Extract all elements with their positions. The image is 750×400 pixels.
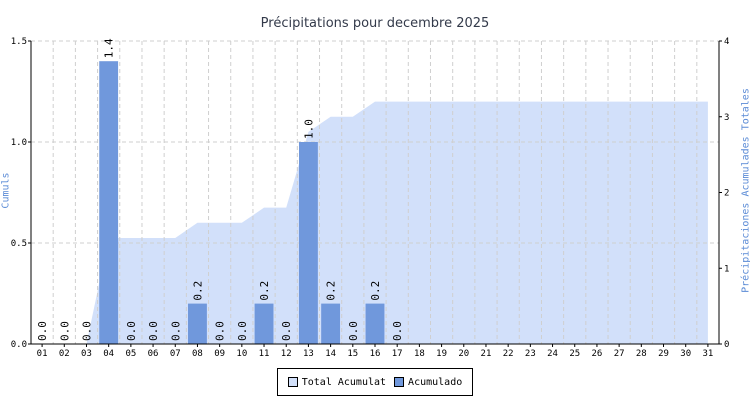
x-tick-label-22: 22 <box>503 349 514 359</box>
bar-label-08: 0.2 <box>191 281 204 301</box>
bar-label-12: 0.0 <box>280 321 293 341</box>
bar-label-15: 0.0 <box>347 321 360 341</box>
legend-item-acumulado: Acumulado <box>394 377 462 388</box>
bar-04 <box>99 61 119 344</box>
x-tick-label-05: 05 <box>125 349 136 359</box>
x-tick-label-18: 18 <box>414 349 425 359</box>
x-tick-label-23: 23 <box>525 349 536 359</box>
y-tick-label-left: 1.0 <box>11 138 27 148</box>
x-tick-label-01: 01 <box>37 349 48 359</box>
x-tick-label-25: 25 <box>569 349 580 359</box>
legend-label-acumulado: Acumulado <box>408 376 463 388</box>
x-tick-label-09: 09 <box>214 349 225 359</box>
x-tick-label-13: 13 <box>303 349 314 359</box>
x-tick-label-07: 07 <box>170 349 181 359</box>
x-tick-label-26: 26 <box>592 349 603 359</box>
bar-label-06: 0.0 <box>147 321 160 341</box>
y-tick-label-right: 2 <box>724 189 729 199</box>
x-tick-label-17: 17 <box>392 349 403 359</box>
x-tick-label-16: 16 <box>370 349 381 359</box>
bar-13 <box>298 142 318 344</box>
chart-title: Précipitations pour decembre 2025 <box>260 16 490 31</box>
x-tick-label-24: 24 <box>547 349 558 359</box>
x-tick-label-02: 02 <box>59 349 70 359</box>
bar-label-04: 1.4 <box>103 38 116 58</box>
y-tick-label-left: 0.5 <box>11 239 27 249</box>
x-tick-label-14: 14 <box>325 349 336 359</box>
bar-label-09: 0.0 <box>214 321 227 341</box>
y-tick-label-right: 4 <box>724 37 729 47</box>
x-tick-label-21: 21 <box>481 349 492 359</box>
bar-label-13: 1.0 <box>302 119 315 139</box>
y-tick-label-right: 1 <box>724 264 729 274</box>
x-tick-label-04: 04 <box>103 349 114 359</box>
x-tick-label-19: 19 <box>436 349 447 359</box>
legend-swatch-total <box>287 377 298 387</box>
x-tick-label-28: 28 <box>636 349 647 359</box>
bar-11 <box>254 303 274 344</box>
bar-label-07: 0.0 <box>169 321 182 341</box>
x-tick-label-03: 03 <box>81 349 92 359</box>
bar-label-17: 0.0 <box>391 321 404 341</box>
bar-label-10: 0.0 <box>236 321 249 341</box>
x-tick-label-08: 08 <box>192 349 203 359</box>
x-tick-label-06: 06 <box>148 349 159 359</box>
x-tick-label-11: 11 <box>259 349 270 359</box>
x-tick-label-12: 12 <box>281 349 292 359</box>
bar-label-01: 0.0 <box>36 321 49 341</box>
x-tick-label-20: 20 <box>458 349 469 359</box>
bar-label-02: 0.0 <box>58 321 71 341</box>
x-tick-label-10: 10 <box>236 349 247 359</box>
bar-label-05: 0.0 <box>125 321 138 341</box>
x-tick-label-15: 15 <box>347 349 358 359</box>
bar-label-16: 0.2 <box>369 281 382 301</box>
y-tick-label-right: 0 <box>724 340 729 350</box>
bar-label-11: 0.2 <box>258 281 271 301</box>
bar-14 <box>321 303 341 344</box>
x-tick-label-29: 29 <box>658 349 669 359</box>
y-tick-label-left: 0.0 <box>11 340 27 350</box>
x-tick-label-27: 27 <box>614 349 625 359</box>
bar-08 <box>188 303 207 344</box>
legend-label-total: Total Acumulat <box>301 376 387 388</box>
bar-label-03: 0.0 <box>80 321 93 341</box>
bar-16 <box>365 303 385 344</box>
legend: Total Acumulat Acumulado <box>277 368 473 396</box>
legend-swatch-acumulado <box>394 377 405 387</box>
x-tick-label-30: 30 <box>680 349 691 359</box>
legend-item-total: Total Acumulat <box>287 376 387 388</box>
y-tick-label-left: 1.5 <box>11 37 27 47</box>
bar-label-14: 0.2 <box>325 281 338 301</box>
y-tick-label-right: 3 <box>724 113 729 123</box>
x-tick-label-31: 31 <box>702 349 713 359</box>
